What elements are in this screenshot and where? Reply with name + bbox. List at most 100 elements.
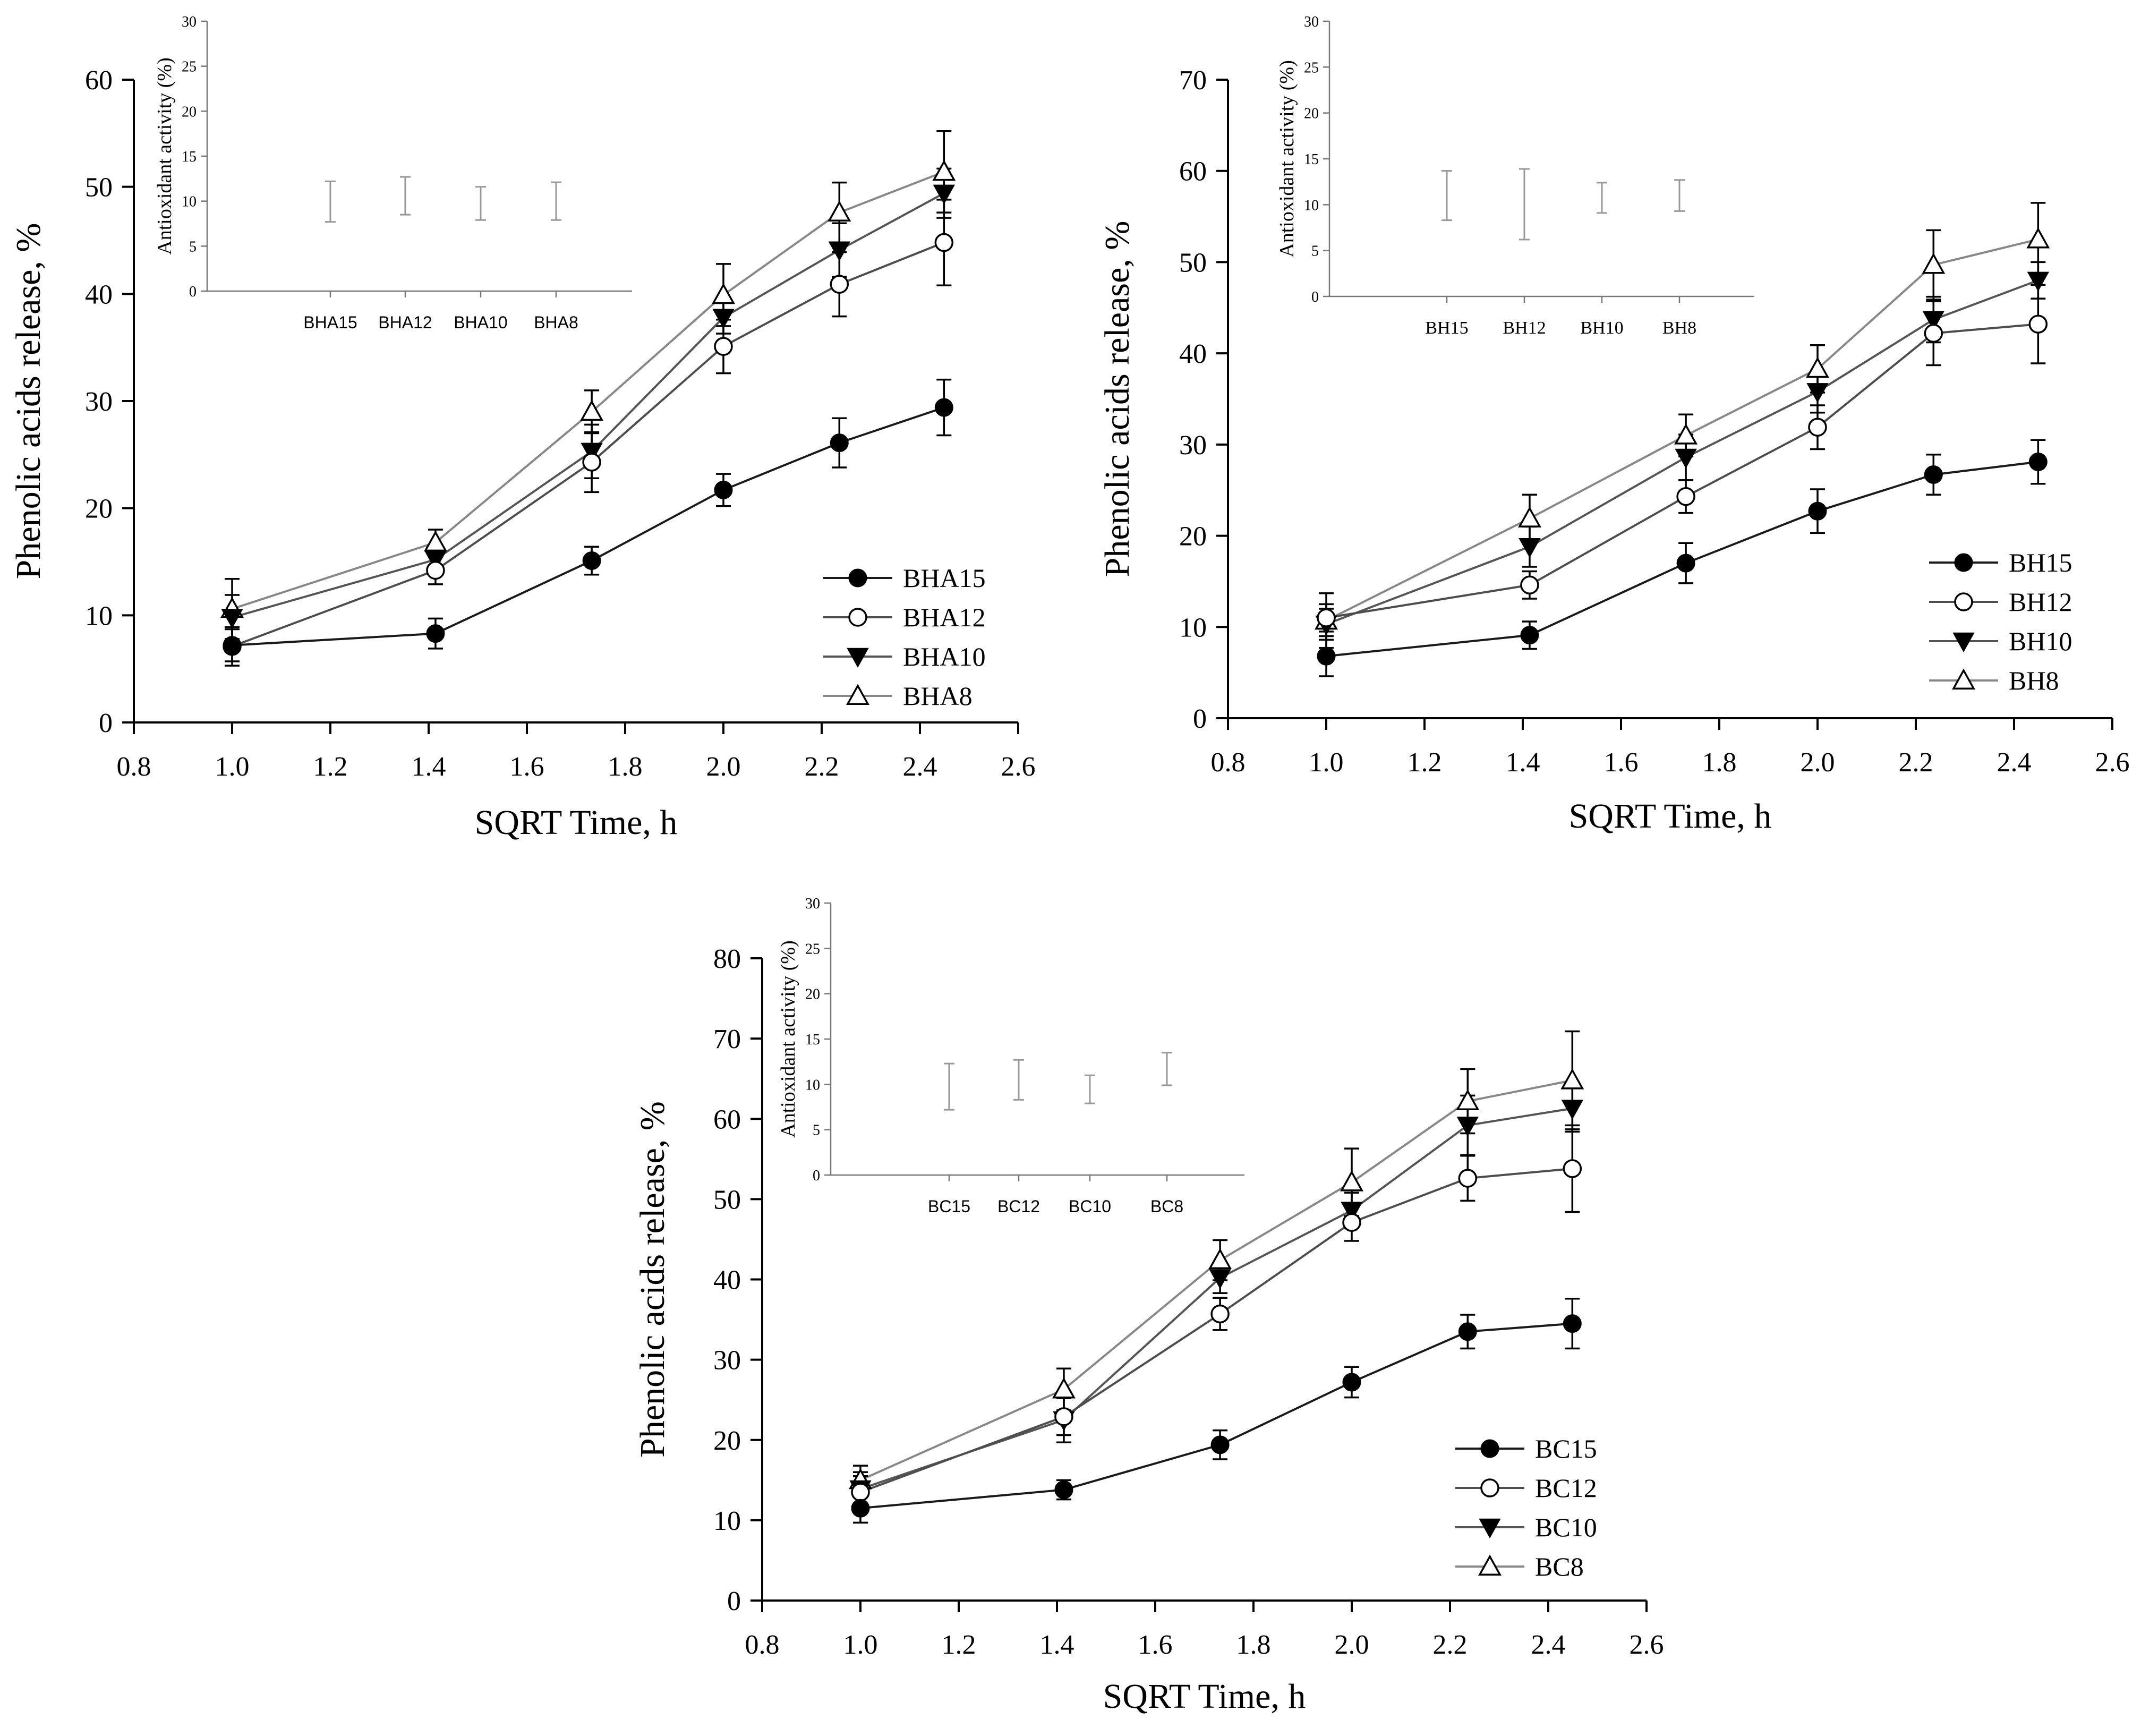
legend-marker <box>847 648 869 668</box>
legend-label: BH15 <box>2009 548 2072 577</box>
series-line-BC8 <box>860 1079 1573 1482</box>
inset-y-axis-title: Antioxidant activity (%) <box>1276 60 1298 257</box>
x-tick-label: 1.6 <box>1604 747 1639 778</box>
inset-y-tick-label: 0 <box>813 1168 820 1184</box>
y-tick-label: 50 <box>85 173 113 203</box>
y-tick-label: 0 <box>727 1586 741 1616</box>
x-tick-label: 2.0 <box>1335 1630 1369 1660</box>
y-tick-label: 20 <box>85 494 113 524</box>
inset-category-label: BH12 <box>1503 318 1546 338</box>
legend-label: BC10 <box>1535 1512 1597 1542</box>
legend-label: BH10 <box>2009 626 2072 656</box>
legend-marker <box>848 568 867 588</box>
data-point-BHA15 <box>830 433 849 453</box>
data-point-BC8 <box>1340 1170 1363 1192</box>
x-tick-label: 2.0 <box>1801 747 1835 778</box>
inset-y-tick-label: 0 <box>189 284 197 300</box>
inset-y-tick-label: 30 <box>805 896 820 912</box>
y-tick-label: 30 <box>713 1346 741 1376</box>
x-tick-label: 2.4 <box>903 752 937 782</box>
y-tick-label: 60 <box>1179 157 1207 187</box>
legend-label: BH12 <box>2009 587 2072 617</box>
y-tick-label: 60 <box>713 1104 741 1135</box>
legend-label: BH8 <box>2009 666 2059 695</box>
inset-y-tick-label: 25 <box>805 941 820 957</box>
x-tick-label: 1.0 <box>843 1630 878 1660</box>
data-point-BHA15 <box>582 551 601 570</box>
data-point-BH10 <box>1922 311 1944 331</box>
inset-y-tick-label: 20 <box>182 104 197 120</box>
inset-category-label: BC8 <box>1150 1197 1183 1216</box>
inset-y-tick-label: 5 <box>189 239 197 255</box>
legend-marker <box>1479 1518 1501 1539</box>
data-point-BC12 <box>1210 1304 1230 1324</box>
x-tick-label: 1.8 <box>1702 747 1737 778</box>
data-point-BHA8 <box>932 159 956 181</box>
legend-label: BC15 <box>1535 1434 1597 1463</box>
data-point-BC15 <box>1563 1314 1582 1333</box>
inset-y-axis-title: Antioxidant activity (%) <box>777 940 799 1137</box>
x-tick-label: 1.2 <box>942 1630 976 1660</box>
inset-category-label: BHA15 <box>303 313 357 332</box>
legend-marker <box>1952 668 1975 690</box>
data-point-BC15 <box>1054 1480 1073 1499</box>
legend-marker <box>846 684 869 705</box>
series-line-BC15 <box>860 1322 1573 1510</box>
data-point-BHA8 <box>580 399 604 421</box>
y-tick-label: 30 <box>1179 430 1207 461</box>
data-point-BHA10 <box>712 309 735 329</box>
data-point-BC15 <box>1342 1373 1361 1392</box>
data-point-BC15 <box>851 1499 870 1518</box>
x-tick-label: 1.8 <box>1236 1630 1271 1660</box>
legend-marker <box>1480 1478 1499 1497</box>
data-point-BHA8 <box>828 200 851 222</box>
inset-y-tick-label: 0 <box>1311 289 1319 305</box>
y-tick-label: 50 <box>713 1185 741 1215</box>
data-point-BHA12 <box>934 233 954 252</box>
x-tick-label: 1.4 <box>1040 1630 1074 1660</box>
inset-y-tick-label: 5 <box>813 1122 820 1139</box>
data-point-BHA10 <box>424 551 447 571</box>
inset-y-tick-label: 15 <box>805 1032 820 1048</box>
data-point-BH10 <box>1806 383 1829 403</box>
y-tick-label: 40 <box>85 279 113 310</box>
inset-y-tick-label: 15 <box>182 149 197 165</box>
data-point-BH15 <box>1676 554 1695 573</box>
data-point-BH15 <box>1808 501 1827 521</box>
y-tick-label: 50 <box>1179 248 1207 278</box>
legend-marker <box>848 608 867 627</box>
data-point-BH15 <box>1317 646 1336 666</box>
x-tick-label: 1.4 <box>1506 747 1540 778</box>
data-point-BH12 <box>1317 608 1336 627</box>
inset-category-label: BH15 <box>1425 318 1468 338</box>
inset-category-label: BH10 <box>1580 318 1623 338</box>
y-tick-label: 0 <box>99 708 113 738</box>
inset-y-tick-label: 15 <box>1304 151 1319 168</box>
y-tick-label: 20 <box>1179 522 1207 552</box>
data-point-BH8 <box>1922 252 1946 274</box>
data-point-BHA8 <box>712 283 735 304</box>
x-tick-label: 2.2 <box>1899 747 1933 778</box>
data-point-BHA15 <box>714 480 733 499</box>
data-point-BH10 <box>1675 448 1697 469</box>
series-line-BHA8 <box>232 171 945 610</box>
x-tick-label: 1.0 <box>1309 747 1344 778</box>
y-tick-label: 10 <box>713 1506 741 1536</box>
legend-marker <box>1478 1554 1502 1576</box>
x-tick-label: 1.4 <box>412 752 446 782</box>
legend-marker <box>1954 592 1973 611</box>
data-point-BC12 <box>1563 1159 1582 1178</box>
inset-y-tick-label: 10 <box>1304 197 1319 214</box>
y-tick-label: 80 <box>713 944 741 974</box>
data-point-BC10 <box>1561 1100 1584 1120</box>
data-point-BC12 <box>1054 1407 1073 1426</box>
x-tick-label: 0.8 <box>117 752 151 782</box>
data-point-BHA10 <box>221 609 243 629</box>
x-axis-title: SQRT Time, h <box>1103 1677 1306 1716</box>
data-point-BH10 <box>1519 538 1541 558</box>
series-line-BH12 <box>1326 323 2038 619</box>
x-tick-label: 2.0 <box>706 752 741 782</box>
series-line-BH10 <box>1326 279 2039 626</box>
